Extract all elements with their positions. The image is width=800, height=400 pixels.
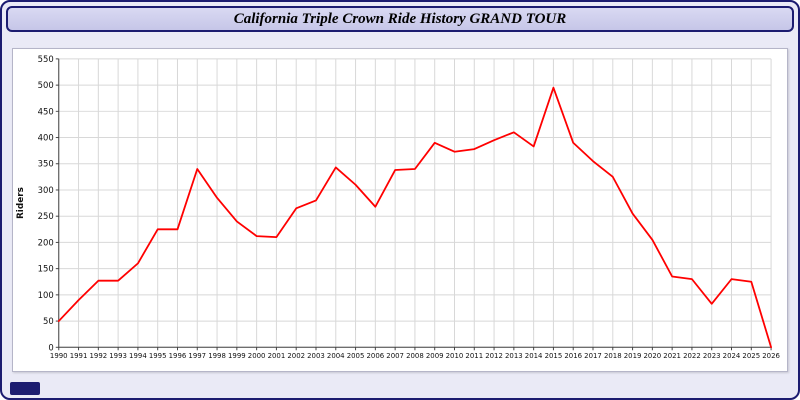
svg-text:2002: 2002: [287, 352, 305, 360]
svg-text:550: 550: [38, 54, 54, 64]
svg-text:200: 200: [38, 237, 54, 247]
svg-text:1997: 1997: [188, 352, 206, 360]
svg-text:2007: 2007: [386, 352, 404, 360]
svg-text:1996: 1996: [169, 352, 187, 360]
svg-text:350: 350: [38, 159, 54, 169]
gridlines: [58, 58, 772, 348]
svg-text:1991: 1991: [70, 352, 88, 360]
svg-text:2020: 2020: [644, 352, 662, 360]
svg-text:500: 500: [38, 80, 54, 90]
svg-text:1995: 1995: [149, 352, 167, 360]
page-title: California Triple Crown Ride History GRA…: [233, 10, 567, 27]
svg-text:2004: 2004: [327, 352, 345, 360]
y-axis-tick-labels: 0 50 100 150 200 250 300 350 400 450 500 550: [38, 54, 54, 352]
svg-text:2017: 2017: [584, 352, 602, 360]
svg-text:150: 150: [38, 264, 54, 274]
svg-text:2001: 2001: [268, 352, 286, 360]
svg-text:2008: 2008: [406, 352, 424, 360]
svg-text:2019: 2019: [624, 352, 642, 360]
svg-text:250: 250: [38, 211, 54, 221]
svg-text:2018: 2018: [604, 352, 622, 360]
svg-text:2014: 2014: [525, 352, 543, 360]
svg-text:2023: 2023: [703, 352, 721, 360]
riders-line-series: [57, 86, 772, 349]
svg-text:1999: 1999: [228, 352, 246, 360]
svg-text:300: 300: [38, 185, 54, 195]
svg-text:1992: 1992: [89, 352, 107, 360]
svg-text:2016: 2016: [564, 352, 582, 360]
svg-text:2022: 2022: [683, 352, 701, 360]
svg-text:400: 400: [38, 133, 54, 143]
axes: [55, 58, 772, 351]
chart-panel: 0 50 100 150 200 250 300 350 400 450 500 550 1990 199…: [12, 48, 788, 372]
svg-text:100: 100: [38, 290, 54, 300]
svg-text:2009: 2009: [426, 352, 444, 360]
svg-text:50: 50: [43, 316, 54, 326]
svg-text:2000: 2000: [248, 352, 266, 360]
svg-text:1990: 1990: [50, 352, 68, 360]
svg-text:2005: 2005: [347, 352, 365, 360]
svg-text:2013: 2013: [505, 352, 523, 360]
footer-accent-box: [10, 382, 40, 395]
svg-text:2006: 2006: [367, 352, 385, 360]
svg-text:2010: 2010: [446, 352, 464, 360]
svg-text:1994: 1994: [129, 352, 147, 360]
svg-text:2026: 2026: [762, 352, 780, 360]
svg-text:2024: 2024: [723, 352, 741, 360]
svg-text:2003: 2003: [307, 352, 325, 360]
title-bar: California Triple Crown Ride History GRA…: [6, 6, 794, 32]
svg-text:1993: 1993: [109, 352, 127, 360]
svg-text:2012: 2012: [485, 352, 503, 360]
svg-text:0: 0: [48, 342, 53, 352]
x-axis-tick-labels: 1990 1991 1992 1993 1994 1995 1996 1997 1998 1999…: [50, 352, 780, 360]
svg-text:2011: 2011: [465, 352, 483, 360]
svg-text:2025: 2025: [742, 352, 760, 360]
svg-text:450: 450: [38, 106, 54, 116]
svg-text:2021: 2021: [663, 352, 681, 360]
svg-text:1998: 1998: [208, 352, 226, 360]
svg-text:2015: 2015: [545, 352, 563, 360]
y-axis-title: Riders: [16, 187, 26, 219]
